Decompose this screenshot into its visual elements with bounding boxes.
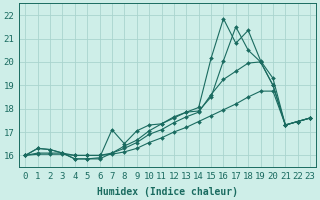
X-axis label: Humidex (Indice chaleur): Humidex (Indice chaleur) [97,186,238,197]
